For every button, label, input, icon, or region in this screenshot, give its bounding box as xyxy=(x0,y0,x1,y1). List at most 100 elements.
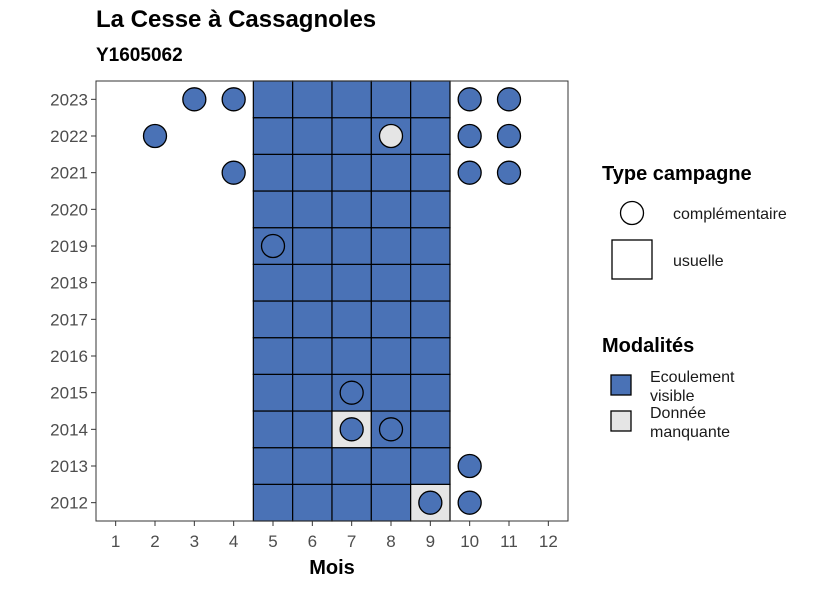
usuelle-tile-2012-5 xyxy=(252,483,294,522)
usuelle-tile-2020-6 xyxy=(292,190,333,229)
usuelle-tile-2021-5 xyxy=(252,153,294,192)
y-tick-label-2014: 2014 xyxy=(50,420,88,439)
y-tick-label-2012: 2012 xyxy=(50,494,88,513)
usuelle-tile-2021-8 xyxy=(370,153,412,192)
x-tick-label-9: 9 xyxy=(426,532,435,551)
usuelle-tile-2018-5 xyxy=(252,263,294,302)
usuelle-tile-2023-5 xyxy=(252,80,294,119)
legend-key-ecoulement_visible xyxy=(610,374,632,396)
usuelle-tile-2015-5 xyxy=(252,373,294,412)
x-tick-label-10: 10 xyxy=(460,532,479,551)
usuelle-tile-2018-8 xyxy=(370,263,412,302)
usuelle-tile-2013-8 xyxy=(370,447,412,485)
complementaire-point-2012-10 xyxy=(457,490,482,515)
usuelle-tile-2017-9 xyxy=(410,300,451,339)
complementaire-point-2022-10 xyxy=(457,123,482,149)
x-axis-title: Mois xyxy=(309,557,355,579)
x-tick-label-3: 3 xyxy=(190,532,199,551)
legend-label-ecoulement_visible-line-2: visible xyxy=(650,388,695,405)
usuelle-tile-2022-5 xyxy=(252,117,294,155)
legend-key-complementaire xyxy=(619,200,645,226)
usuelle-tile-2013-9 xyxy=(410,447,451,485)
y-tick-label-2016: 2016 xyxy=(50,347,88,366)
y-tick-label-2020: 2020 xyxy=(50,200,88,219)
legend-key-usuelle xyxy=(611,239,653,280)
usuelle-tile-2014-6 xyxy=(292,410,333,449)
x-tick-label-2: 2 xyxy=(150,532,159,551)
complementaire-point-2014-7 xyxy=(339,417,364,442)
usuelle-tiles-layer xyxy=(252,80,451,522)
complementaire-point-2021-4 xyxy=(221,160,246,185)
usuelle-tile-2012-7 xyxy=(331,483,372,522)
usuelle-tile-2012-8 xyxy=(370,483,412,522)
usuelle-tile-2017-6 xyxy=(292,300,333,339)
usuelle-tile-2017-7 xyxy=(331,300,372,339)
usuelle-tile-2022-6 xyxy=(292,117,333,155)
usuelle-tile-2022-7 xyxy=(331,117,372,155)
usuelle-tile-2017-8 xyxy=(370,300,412,339)
plot-panel-border xyxy=(95,80,569,522)
complementaire-point-2023-4 xyxy=(221,87,246,112)
y-tick-label-2013: 2013 xyxy=(50,457,88,476)
complementaire-point-2023-10 xyxy=(457,87,482,112)
complementaire-points-layer xyxy=(142,87,522,515)
y-axis: 2012 2013 2014 2015 2016 2017 2018 2019 2020 2021… xyxy=(50,90,96,513)
complementaire-point-2019-5 xyxy=(260,233,286,259)
usuelle-tile-2013-6 xyxy=(292,447,333,485)
legend: Type campagne complémentaire usuelle Modali… xyxy=(602,163,787,441)
usuelle-tile-2016-9 xyxy=(410,337,451,375)
x-tick-label-7: 7 xyxy=(347,532,356,551)
y-tick-label-2019: 2019 xyxy=(50,237,88,256)
legend-label-complementaire: complémentaire xyxy=(673,206,787,223)
legend-key-donnee_manquante xyxy=(610,410,632,432)
legend-title-type-campagne: Type campagne xyxy=(602,163,752,185)
usuelle-tile-2015-8 xyxy=(370,373,412,412)
complementaire-point-2012-9 xyxy=(418,490,443,515)
usuelle-tile-2023-6 xyxy=(292,80,333,119)
legend-label-ecoulement_visible-line-1: Ecoulement xyxy=(650,369,735,386)
x-tick-label-1: 1 xyxy=(111,532,120,551)
usuelle-tile-2021-7 xyxy=(331,153,372,192)
x-tick-label-11: 11 xyxy=(500,532,518,551)
usuelle-tile-2016-6 xyxy=(292,337,333,375)
x-tick-label-8: 8 xyxy=(386,532,395,551)
complementaire-point-2022-11 xyxy=(496,123,522,149)
y-tick-label-2023: 2023 xyxy=(50,90,88,109)
usuelle-tile-2020-5 xyxy=(252,190,294,229)
usuelle-tile-2013-5 xyxy=(252,447,294,485)
usuelle-tile-2018-9 xyxy=(410,263,451,302)
usuelle-tile-2013-7 xyxy=(331,447,372,485)
legend-label-donnee_manquante-line-2: manquante xyxy=(650,424,730,441)
legend-label-usuelle: usuelle xyxy=(673,253,724,270)
complementaire-point-2015-7 xyxy=(339,380,364,405)
complementaire-point-2023-11 xyxy=(496,87,522,112)
y-tick-label-2021: 2021 xyxy=(50,164,88,183)
usuelle-tile-2019-7 xyxy=(331,227,372,265)
usuelle-tile-2014-9 xyxy=(410,410,451,449)
usuelle-tile-2012-6 xyxy=(292,483,333,522)
usuelle-tile-2019-8 xyxy=(370,227,412,265)
usuelle-tile-2015-6 xyxy=(292,373,333,412)
usuelle-tile-2023-9 xyxy=(410,80,451,119)
usuelle-tile-2017-5 xyxy=(252,300,294,339)
complementaire-point-2022-8 xyxy=(378,123,404,149)
x-tick-label-5: 5 xyxy=(268,532,277,551)
complementaire-point-2021-10 xyxy=(457,160,482,185)
legend-title-modalites: Modalités xyxy=(602,335,694,357)
chart-subtitle: Y1605062 xyxy=(96,45,183,66)
complementaire-point-2014-8 xyxy=(378,417,404,442)
y-tick-label-2015: 2015 xyxy=(50,384,88,403)
usuelle-tile-2019-9 xyxy=(410,227,451,265)
x-tick-label-6: 6 xyxy=(308,532,317,551)
usuelle-tile-2023-7 xyxy=(331,80,372,119)
usuelle-tile-2016-7 xyxy=(331,337,372,375)
y-tick-label-2018: 2018 xyxy=(50,274,88,293)
usuelle-tile-2014-5 xyxy=(252,410,294,449)
usuelle-tile-2018-6 xyxy=(292,263,333,302)
complementaire-point-2022-2 xyxy=(142,123,168,149)
y-tick-label-2017: 2017 xyxy=(50,310,88,329)
y-tick-label-2022: 2022 xyxy=(50,127,88,146)
complementaire-point-2023-3 xyxy=(182,87,207,112)
usuelle-tile-2021-6 xyxy=(292,153,333,192)
